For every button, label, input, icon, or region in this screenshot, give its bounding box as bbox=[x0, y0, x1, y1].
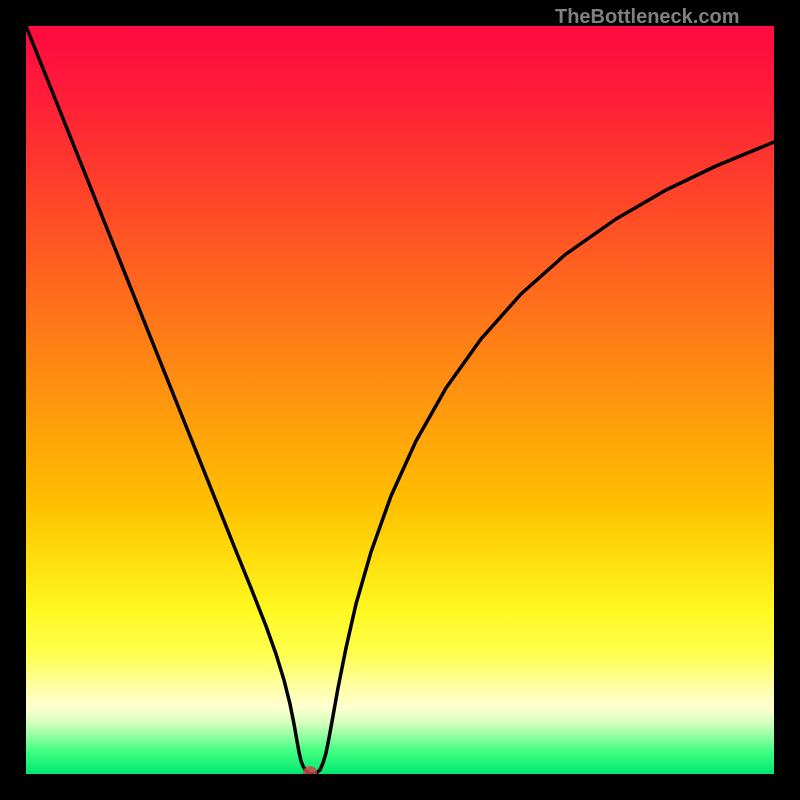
watermark-text: TheBottleneck.com bbox=[555, 6, 739, 29]
bottleneck-curve bbox=[26, 26, 774, 774]
plot-area bbox=[26, 26, 774, 774]
chart-container bbox=[0, 0, 800, 800]
